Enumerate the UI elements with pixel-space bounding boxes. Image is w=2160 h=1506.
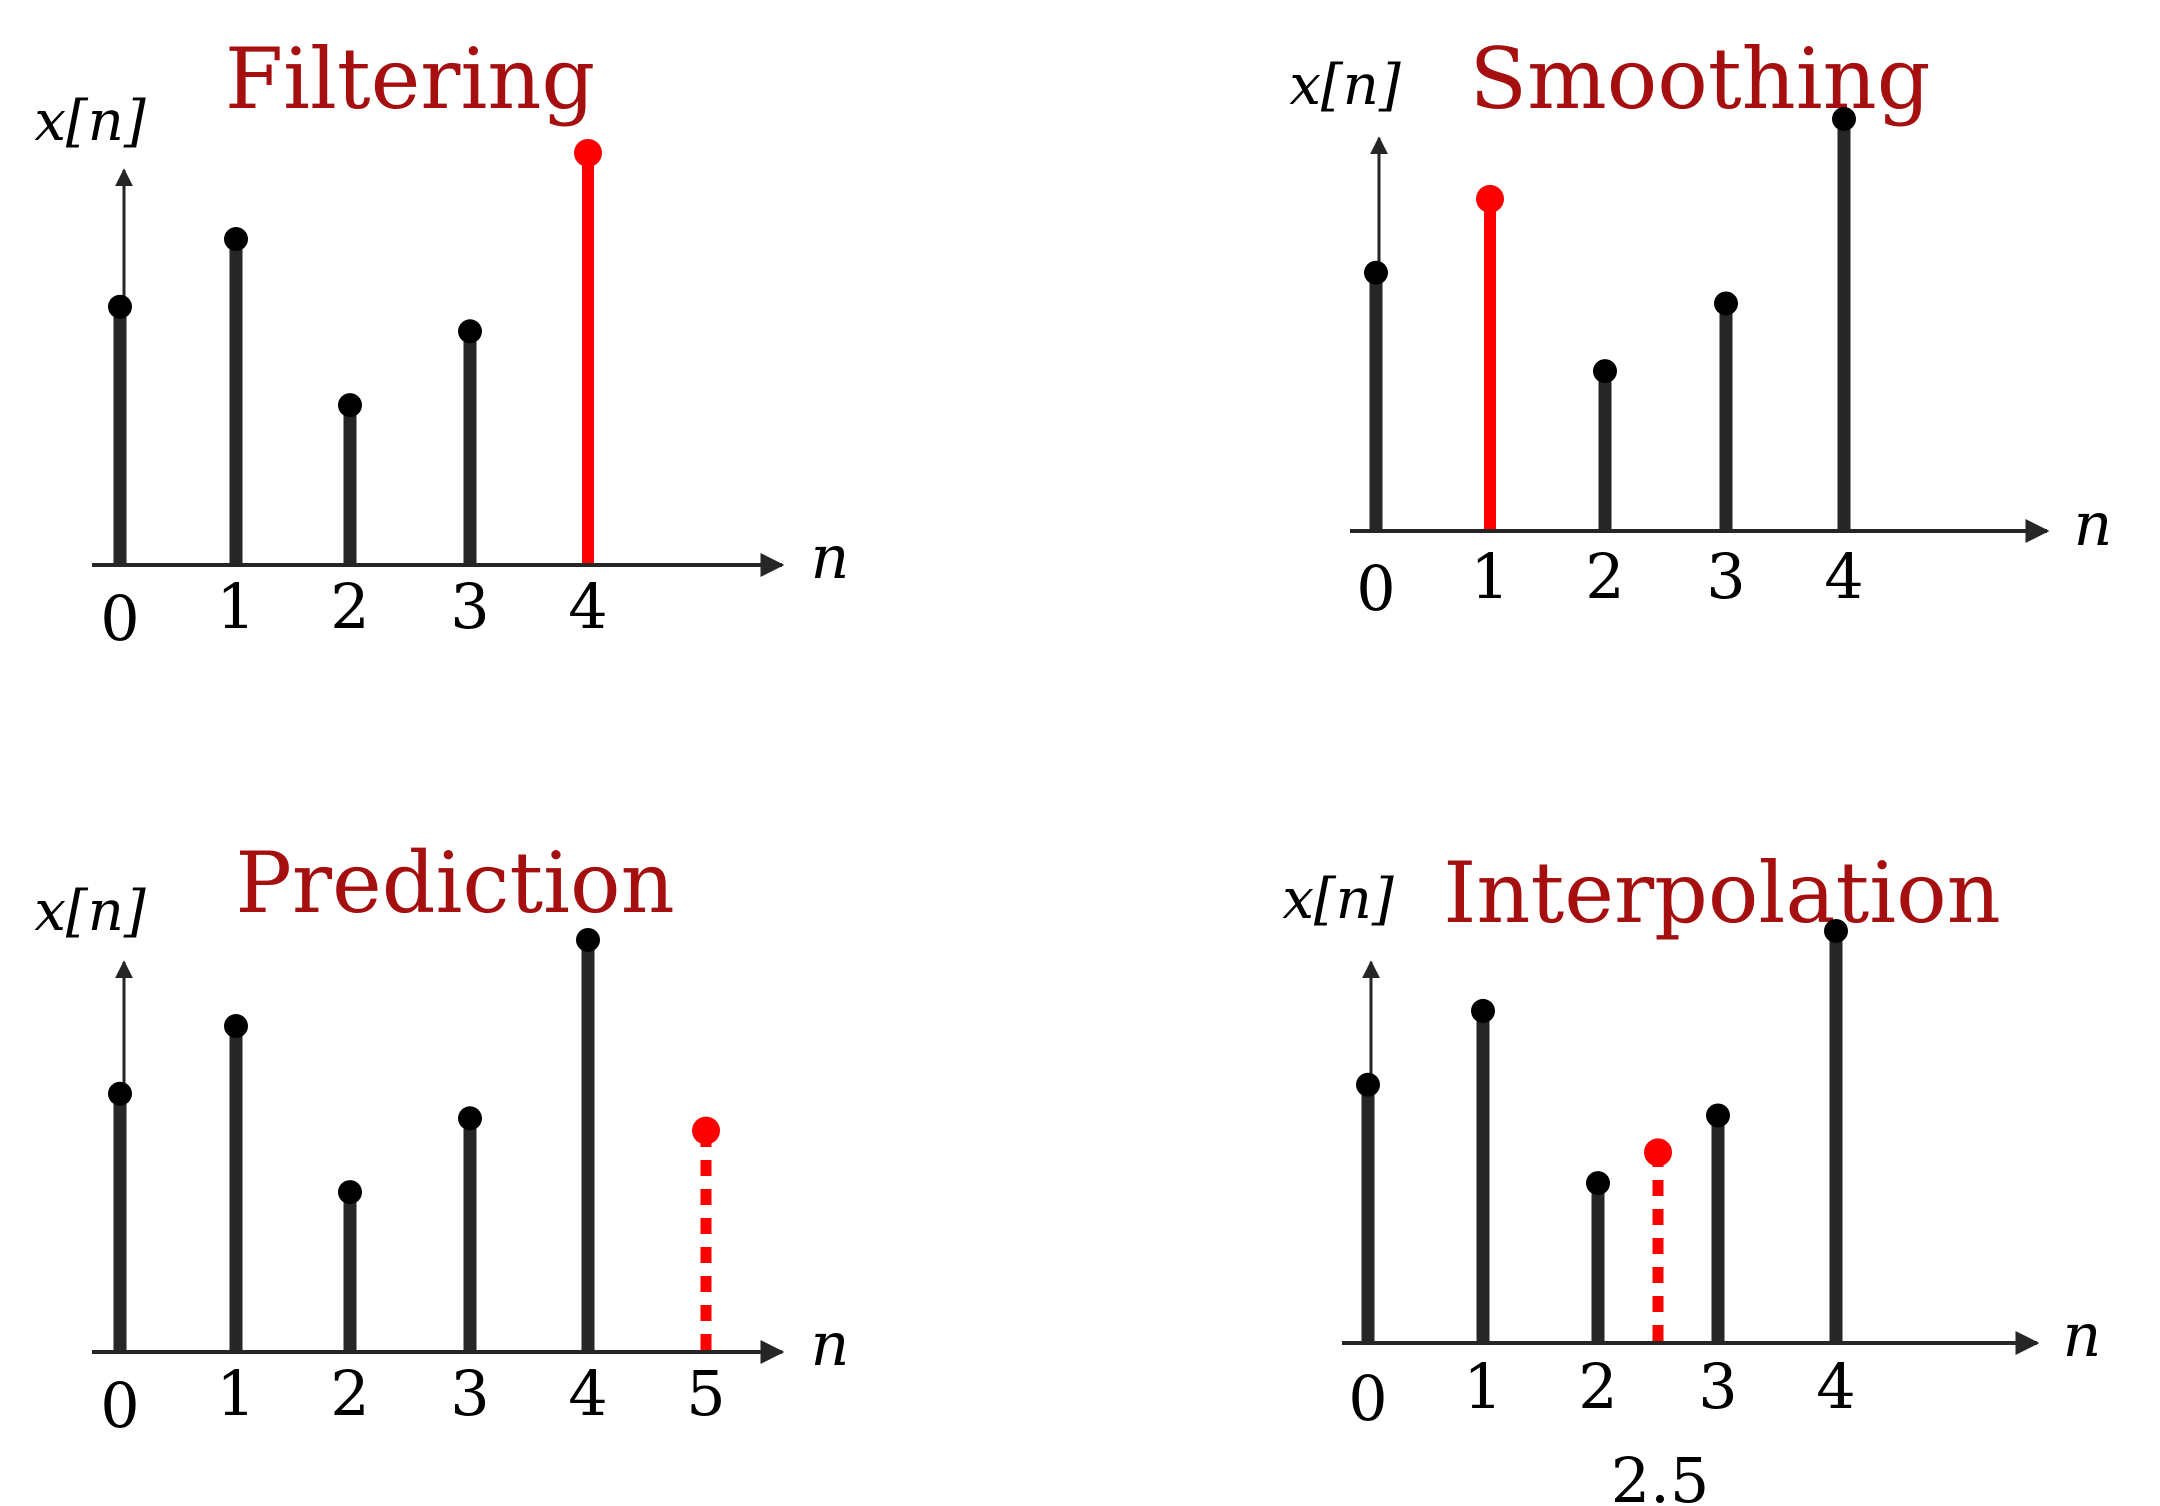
stem-marker (1644, 1138, 1672, 1167)
y-axis-label: x[n] (34, 879, 145, 944)
tick-label-0: 0 (1356, 552, 1395, 625)
stem-marker (1476, 184, 1504, 213)
tick-label-0: 0 (1348, 1362, 1387, 1435)
tick-label-1: 1 (1463, 1350, 1502, 1423)
stem-n-1-highlight (1476, 184, 1504, 529)
stem-n-2 (1593, 359, 1617, 529)
tick-label-1: 1 (216, 570, 255, 643)
y-axis-label: x[n] (1282, 867, 1393, 932)
tick-label-2: 2 (330, 570, 369, 643)
stem-n-0 (108, 1081, 132, 1350)
stem-n-4 (576, 927, 600, 1350)
tick-label-1: 1 (1470, 540, 1509, 613)
stem-marker (1832, 106, 1856, 131)
stem-n-4-highlight (574, 138, 602, 563)
tick-label-5: 5 (686, 1357, 725, 1430)
stem-n-2 (338, 1180, 362, 1350)
stem-plot-smoothing: Smoothing x[n] n 0 1 2 3 4 (1289, 30, 2112, 625)
tick-label-2: 2 (1585, 540, 1624, 613)
stem-n-3 (1714, 291, 1738, 529)
stem-n-1 (1471, 998, 1495, 1341)
tick-label-0: 0 (100, 1369, 139, 1442)
stem-n-2 (1586, 1171, 1610, 1341)
plot-title: Interpolation (1443, 844, 2000, 942)
stem-marker (574, 138, 602, 167)
stem-n-5-highlight (692, 1116, 720, 1350)
tick-label-4: 4 (1824, 540, 1863, 613)
stem-marker (224, 227, 248, 252)
stem-n-4 (1824, 918, 1848, 1341)
tick-label-0: 0 (100, 582, 139, 655)
tick-label-3: 3 (450, 1357, 489, 1430)
stem-marker (1714, 291, 1738, 316)
stem-plot-prediction: Prediction x[n] n 0 1 2 3 4 5 (34, 834, 849, 1442)
x-axis-label: n (2063, 1301, 2102, 1371)
stem-marker (1471, 998, 1495, 1023)
stem-marker (458, 319, 482, 344)
y-axis-label: x[n] (1289, 53, 1400, 118)
stem-marker (458, 1106, 482, 1131)
stem-n-1 (224, 1014, 248, 1350)
stem-marker (1706, 1103, 1730, 1128)
stem-marker (338, 393, 362, 418)
x-axis-label: n (2074, 490, 2113, 560)
plot-title: Smoothing (1470, 30, 1931, 128)
tick-label-3: 3 (1706, 540, 1745, 613)
stem-marker (224, 1014, 248, 1039)
stem-marker (108, 1081, 132, 1106)
stem-marker (692, 1116, 720, 1145)
stem-marker (576, 927, 600, 952)
tick-label-extra: 2.5 (1611, 1444, 1710, 1506)
tick-label-1: 1 (216, 1357, 255, 1430)
tick-label-4: 4 (1816, 1350, 1855, 1423)
stem-marker (1586, 1171, 1610, 1196)
tick-label-2: 2 (1578, 1350, 1617, 1423)
plot-title: Filtering (225, 30, 595, 128)
stem-marker (108, 294, 132, 319)
stem-marker (1356, 1072, 1380, 1097)
stem-n-2 (338, 393, 362, 563)
tick-label-4: 4 (568, 570, 607, 643)
stem-n-0 (1364, 260, 1388, 529)
stem-plot-interpolation: Interpolation x[n] n 0 1 2 3 4 2.5 (1282, 844, 2101, 1506)
tick-label-4: 4 (568, 1357, 607, 1430)
tick-label-3: 3 (1698, 1350, 1737, 1423)
stem-n-3 (458, 319, 482, 563)
tick-label-2: 2 (330, 1357, 369, 1430)
plot-title: Prediction (235, 834, 674, 932)
stem-n-1 (224, 227, 248, 563)
stem-n-4 (1832, 106, 1856, 529)
stem-n-3 (458, 1106, 482, 1350)
stem-plot-filtering: Filtering x[n] n 0 1 2 3 4 (34, 30, 849, 655)
tick-label-3: 3 (450, 570, 489, 643)
stem-marker (1593, 359, 1617, 384)
stem-n-0 (108, 294, 132, 563)
x-axis-label: n (811, 1310, 850, 1380)
stem-marker (1824, 918, 1848, 943)
stem-n-2_5-highlight (1644, 1138, 1672, 1341)
stem-n-0 (1356, 1072, 1380, 1341)
stem-marker (338, 1180, 362, 1205)
y-axis-label: x[n] (34, 89, 145, 154)
stem-marker (1364, 260, 1388, 285)
stem-n-3 (1706, 1103, 1730, 1341)
x-axis-label: n (811, 523, 850, 593)
